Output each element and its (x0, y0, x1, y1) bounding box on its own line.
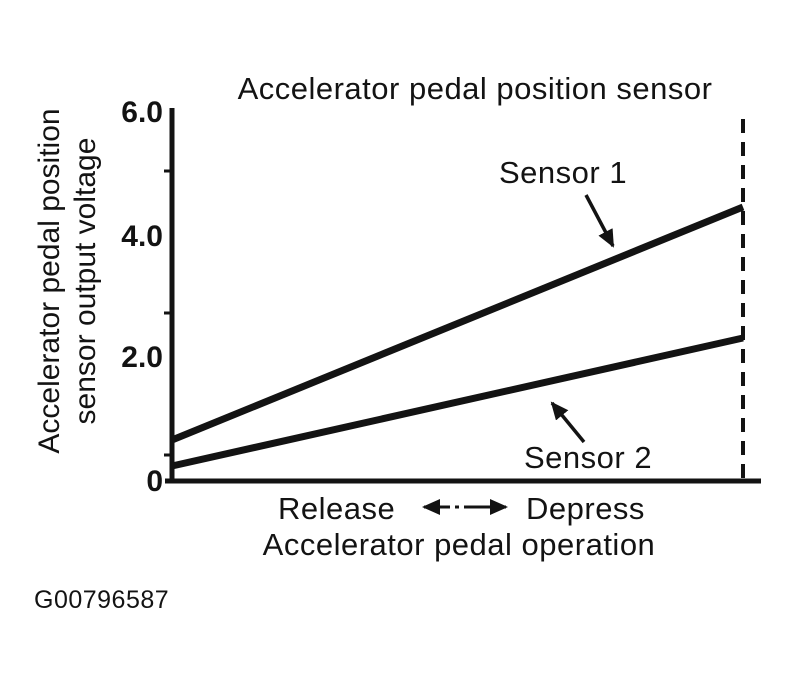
chart-title: Accelerator pedal position sensor (237, 71, 713, 106)
figure-id: G00796587 (34, 586, 170, 614)
sensor2-callout-arrow (550, 401, 586, 444)
y-axis-label-line2: sensor output voltage (69, 137, 102, 425)
y-tick-label-4: 4.0 (121, 220, 163, 253)
y-tick-label-0: 0 (146, 465, 163, 498)
sensor2-line (171, 334, 744, 470)
x-axis-title: Accelerator pedal operation (262, 527, 656, 562)
sensor2-label: Sensor 2 (524, 440, 653, 475)
y-axis-label: Accelerator pedal position sensor output… (32, 71, 104, 491)
sensor1-callout-arrow (584, 194, 615, 248)
sensor1-line (170, 203, 745, 444)
y-axis-label-line1: Accelerator pedal position (33, 108, 66, 454)
x-caption-depress: Depress (526, 491, 645, 526)
y-tick-label-2: 2.0 (121, 341, 163, 374)
y-tick-label-6: 6.0 (121, 96, 163, 129)
x-caption-release: Release (278, 491, 396, 526)
sensor1-label: Sensor 1 (499, 155, 628, 190)
